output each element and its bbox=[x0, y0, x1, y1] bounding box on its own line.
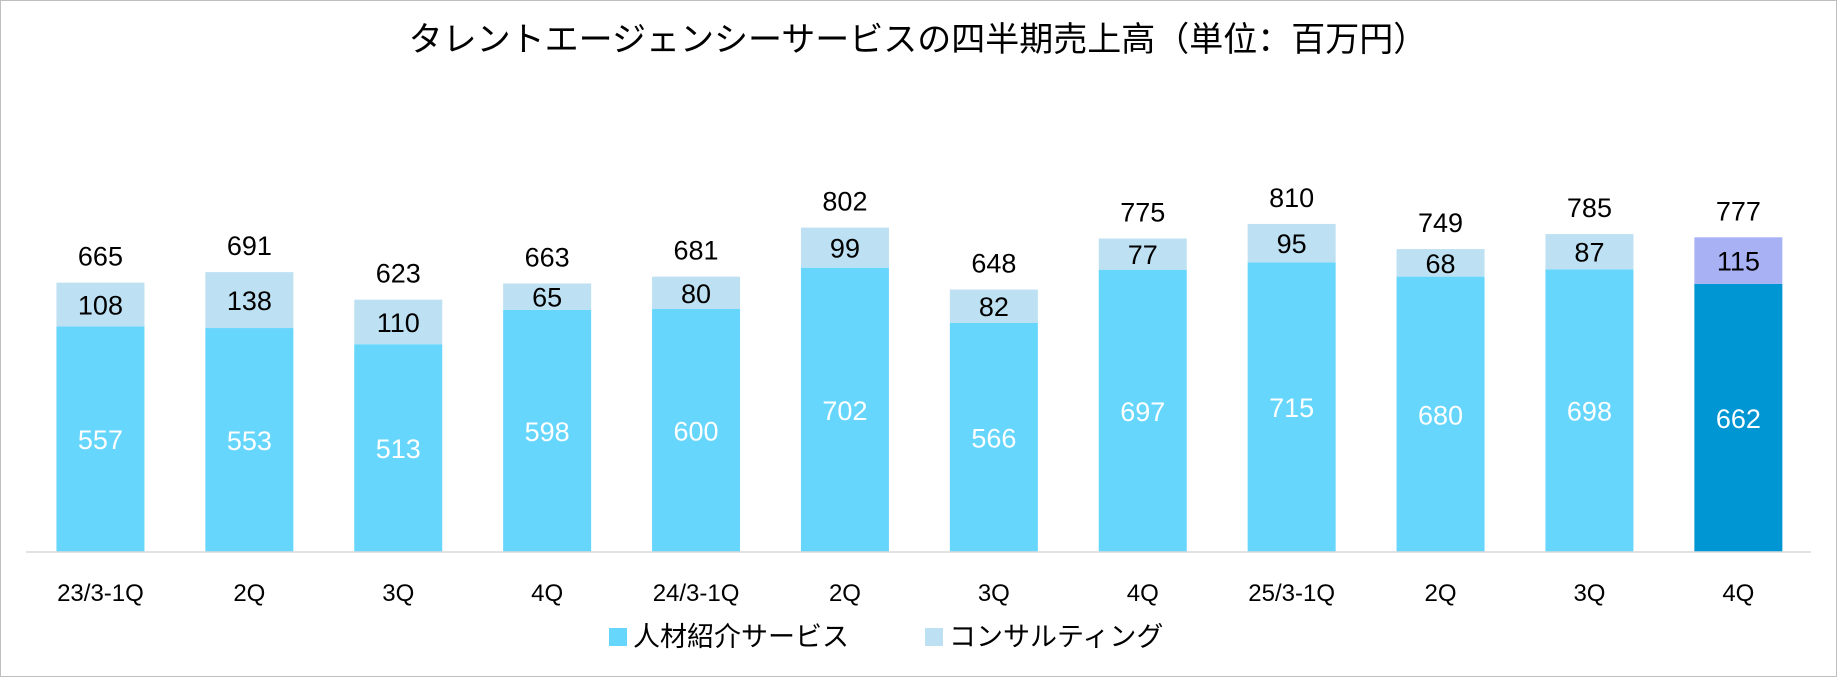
value-label-jinzai-3: 513 bbox=[376, 434, 421, 464]
bar-consulting-12 bbox=[1694, 237, 1783, 284]
value-label-consulting-5: 80 bbox=[681, 279, 711, 309]
value-label-jinzai-9: 715 bbox=[1269, 393, 1314, 423]
value-label-jinzai-6: 702 bbox=[822, 396, 867, 426]
x-tick-label-5: 24/3-1Q bbox=[653, 580, 740, 607]
bar-consulting-4 bbox=[503, 283, 592, 310]
x-axis-ticks: 23/3-1Q 2Q 3Q 4Q 24/3-1Q 2Q 3Q 4Q 25/3-1Q 2Q 3Q 4Q bbox=[57, 580, 1754, 607]
bar-jinzai-10 bbox=[1396, 276, 1485, 552]
value-label-jinzai-5: 600 bbox=[674, 417, 719, 447]
value-label-consulting-12: 115 bbox=[1717, 247, 1760, 277]
bar-consulting-9 bbox=[1247, 223, 1336, 263]
total-label-10: 749 bbox=[1418, 208, 1463, 238]
value-label-consulting-6: 99 bbox=[830, 234, 860, 264]
value-label-consulting-4: 65 bbox=[532, 283, 562, 313]
value-label-jinzai-11: 698 bbox=[1567, 397, 1612, 427]
bar-jinzai-7 bbox=[949, 322, 1038, 552]
value-label-jinzai-1: 557 bbox=[78, 425, 123, 455]
total-label-12: 777 bbox=[1716, 196, 1761, 226]
bar-consulting-7 bbox=[949, 289, 1038, 323]
legend: 人材紹介サービス コンサルティング bbox=[609, 622, 1163, 653]
value-label-consulting-3: 110 bbox=[377, 308, 420, 338]
value-label-consulting-11: 87 bbox=[1574, 238, 1604, 268]
total-label-4: 663 bbox=[525, 242, 570, 272]
legend-label-jinzai: 人材紹介サービス bbox=[633, 622, 849, 653]
legend-swatch-jinzai bbox=[609, 628, 627, 646]
bar-jinzai-6 bbox=[800, 267, 889, 552]
total-label-1: 665 bbox=[78, 242, 123, 272]
legend-swatch-consulting bbox=[925, 628, 943, 646]
x-tick-label-10: 2Q bbox=[1425, 580, 1457, 607]
x-tick-label-7: 3Q bbox=[978, 580, 1010, 607]
value-label-consulting-7: 82 bbox=[979, 292, 1009, 322]
value-label-jinzai-10: 680 bbox=[1418, 400, 1463, 430]
total-label-5: 681 bbox=[674, 236, 719, 266]
bar-consulting-11 bbox=[1545, 234, 1634, 270]
plot-area: 557 108 665 553 138 691 513 110 623 598 65 663 600 80… bbox=[56, 183, 1783, 552]
x-tick-label-4: 4Q bbox=[531, 580, 563, 607]
value-label-jinzai-8: 697 bbox=[1120, 397, 1165, 427]
value-label-consulting-10: 68 bbox=[1426, 249, 1456, 279]
bar-consulting-1 bbox=[56, 282, 145, 327]
bar-jinzai-1 bbox=[56, 326, 145, 552]
value-label-consulting-9: 95 bbox=[1277, 229, 1307, 259]
total-label-7: 648 bbox=[971, 249, 1016, 279]
bar-jinzai-9 bbox=[1247, 262, 1336, 552]
bar-jinzai-2 bbox=[205, 328, 294, 552]
value-label-jinzai-2: 553 bbox=[227, 426, 272, 456]
x-tick-label-1: 23/3-1Q bbox=[57, 580, 144, 607]
bar-jinzai-12 bbox=[1694, 283, 1783, 552]
total-label-6: 802 bbox=[822, 187, 867, 217]
value-label-consulting-1: 108 bbox=[78, 291, 123, 321]
total-label-9: 810 bbox=[1269, 183, 1314, 213]
bar-jinzai-3 bbox=[354, 344, 443, 552]
bar-jinzai-8 bbox=[1098, 269, 1187, 552]
bar-consulting-6 bbox=[800, 227, 889, 268]
total-label-11: 785 bbox=[1567, 193, 1612, 223]
value-label-jinzai-12: 662 bbox=[1716, 404, 1761, 434]
x-tick-label-12: 4Q bbox=[1722, 580, 1754, 607]
bar-jinzai-5 bbox=[652, 309, 741, 552]
x-tick-label-9: 25/3-1Q bbox=[1248, 580, 1335, 607]
bar-consulting-2 bbox=[205, 272, 294, 329]
chart-title: タレントエージェンシーサービスの四半期売上高（単位：百万円） bbox=[409, 20, 1428, 60]
value-label-consulting-8: 77 bbox=[1128, 240, 1158, 270]
total-label-8: 775 bbox=[1120, 198, 1165, 228]
total-label-2: 691 bbox=[227, 231, 272, 261]
bar-consulting-5 bbox=[652, 276, 741, 309]
legend-label-consulting: コンサルティング bbox=[949, 622, 1163, 653]
value-label-consulting-2: 138 bbox=[227, 286, 272, 316]
bar-consulting-3 bbox=[354, 299, 443, 345]
bar-jinzai-4 bbox=[503, 309, 592, 552]
x-tick-label-2: 2Q bbox=[233, 580, 265, 607]
x-tick-label-3: 3Q bbox=[382, 580, 414, 607]
value-label-jinzai-4: 598 bbox=[525, 417, 570, 447]
value-label-jinzai-7: 566 bbox=[971, 423, 1016, 453]
x-tick-label-6: 2Q bbox=[829, 580, 861, 607]
bar-jinzai-11 bbox=[1545, 269, 1634, 552]
x-tick-label-8: 4Q bbox=[1127, 580, 1159, 607]
bar-consulting-8 bbox=[1098, 238, 1187, 270]
bar-consulting-10 bbox=[1396, 249, 1485, 277]
x-tick-label-11: 3Q bbox=[1573, 580, 1605, 607]
total-label-3: 623 bbox=[376, 259, 421, 289]
